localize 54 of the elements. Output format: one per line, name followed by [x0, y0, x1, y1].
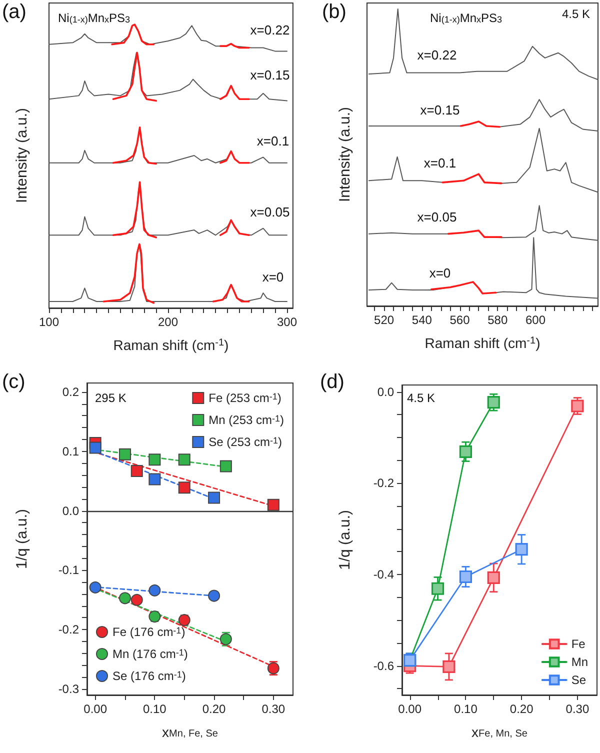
text: (b) — [322, 1, 346, 23]
x-tick-label: 0.10 — [143, 702, 167, 716]
annotation: x=0.05 — [250, 204, 290, 220]
x-tick-label: 580 — [488, 313, 508, 327]
x-tick-label: 100 — [38, 315, 60, 329]
legend-label: Mn — [571, 655, 588, 669]
annotation: x=0.1 — [256, 134, 290, 148]
x-tick-label: 0.00 — [398, 702, 422, 716]
y-axis-title: 1/q (a.u.) — [14, 508, 30, 570]
x-tick-label: 0.00 — [84, 702, 108, 716]
x-tick-label: 540 — [412, 313, 432, 327]
text: (d) — [320, 371, 344, 393]
x-tick-label: 300 — [276, 315, 298, 329]
legend-label: Fe — [571, 637, 586, 651]
annotation: x=0.22 — [417, 48, 457, 62]
annotation: x=0.1 — [424, 156, 456, 170]
y-tick-label: 0.2 — [62, 384, 80, 399]
annotation: x=0.05 — [417, 210, 457, 224]
y-tick-label: -0.1 — [58, 563, 80, 578]
x-tick-label: 560 — [450, 313, 470, 327]
annotation: Ni(1-x)MnxPS3 — [430, 11, 502, 25]
y-tick-label: -0.2 — [373, 476, 394, 490]
y-tick-label: 0.0 — [62, 504, 80, 518]
annotation: x=0.22 — [250, 22, 290, 38]
y-axis-title: Intensity (a.u.) — [14, 108, 30, 204]
y-axis-title: 1/q (a.u.) — [336, 510, 354, 570]
text: (c) — [2, 371, 26, 393]
x-tick-label: 0.30 — [262, 702, 286, 716]
x-tick-label: 0.20 — [510, 702, 534, 716]
y-axis-title: Intensity (a.u.) — [336, 106, 354, 202]
y-tick-label: -0.6 — [373, 658, 394, 673]
x-tick-label: 520 — [374, 313, 394, 327]
x-tick-label: 600 — [526, 313, 546, 327]
y-tick-label: 0.1 — [62, 444, 80, 458]
text: (a) — [2, 1, 26, 23]
legend-label: Se — [571, 673, 586, 687]
x-tick-label: 0.10 — [454, 702, 478, 716]
annotation: 4.5 K — [407, 391, 436, 405]
y-tick-label: -0.4 — [373, 567, 394, 582]
y-tick-label: -0.2 — [58, 622, 80, 637]
annotation: x=0 — [262, 270, 284, 284]
x-tick-label: 0.20 — [202, 702, 226, 716]
annotation: x=0.15 — [420, 102, 460, 118]
x-tick-label: 0.30 — [566, 702, 590, 716]
x-tick-label: 200 — [158, 315, 178, 329]
annotation: Ni(1-x)MnxPS3 — [58, 11, 130, 25]
x-axis-title: xFe, Mn, Se — [472, 724, 528, 740]
y-tick-label: 0.0 — [377, 384, 394, 399]
annotation: x=0 — [429, 266, 451, 280]
annotation: 4.5 K — [562, 7, 590, 21]
annotation: 295 K — [95, 391, 126, 405]
x-axis-title: xMn, Fe, Se — [162, 724, 218, 740]
y-tick-label: -0.3 — [58, 682, 80, 696]
annotation: x=0.15 — [250, 68, 290, 82]
